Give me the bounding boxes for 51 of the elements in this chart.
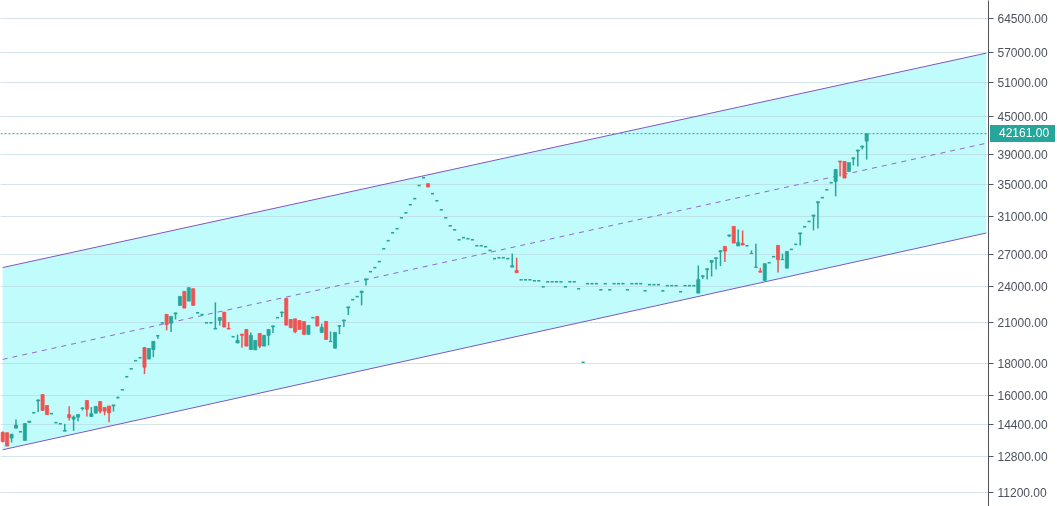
candlestick	[434, 199, 440, 202]
candlestick	[470, 238, 475, 241]
candlestick	[213, 301, 218, 330]
y-tick-label: 51000.00	[997, 75, 1048, 90]
candlestick	[744, 244, 750, 247]
candlestick	[798, 231, 803, 247]
candlestick	[456, 238, 462, 241]
y-tick-label: 24000.00	[997, 279, 1048, 294]
candlestick	[753, 242, 758, 269]
y-tick-label: 16000.00	[997, 389, 1048, 404]
candlestick	[93, 405, 98, 414]
candlestick	[430, 192, 435, 195]
candlestick	[802, 225, 807, 228]
candlestick	[341, 318, 346, 328]
candlestick	[501, 256, 506, 259]
y-tick-label: 57000.00	[997, 45, 1048, 60]
candlestick	[394, 227, 400, 230]
candlestick	[137, 356, 143, 359]
candlestick	[696, 264, 701, 294]
candlestick	[771, 255, 776, 258]
candlestick	[598, 288, 604, 291]
y-tick-label: 18000.00	[997, 357, 1048, 372]
y-tick-label: 12800.00	[997, 449, 1048, 464]
candlestick	[385, 239, 391, 242]
candlestick	[678, 290, 683, 293]
y-tick-label: 31000.00	[997, 210, 1048, 225]
candlestick	[279, 311, 284, 318]
candlestick	[855, 148, 860, 168]
y-tick-label: 14400.00	[997, 417, 1048, 432]
y-tick-label: 35000.00	[997, 177, 1048, 192]
y-tick-label: 39000.00	[997, 148, 1048, 163]
candlestick	[510, 252, 515, 268]
candlestick	[390, 231, 395, 234]
ref-line-label: 42161.00	[990, 124, 1056, 142]
candlestick	[625, 288, 630, 291]
candlestick	[364, 277, 368, 287]
candlestick	[833, 168, 838, 198]
y-tick-label: 64500.00	[997, 12, 1048, 27]
candlestick	[222, 311, 227, 328]
candlestick	[860, 145, 865, 151]
candlestick	[496, 256, 502, 259]
candlestick	[682, 284, 688, 287]
y-tick-label: 11200.00	[997, 485, 1047, 500]
candlestick	[142, 346, 147, 375]
y-tick-label: 45000.00	[997, 109, 1048, 124]
candlestick	[687, 284, 692, 287]
candlestick	[465, 237, 471, 240]
y-tick-label: 27000.00	[997, 247, 1048, 262]
candlestick	[673, 284, 679, 287]
candlestick	[5, 432, 10, 447]
y-tick-label: 21000.00	[997, 315, 1048, 330]
